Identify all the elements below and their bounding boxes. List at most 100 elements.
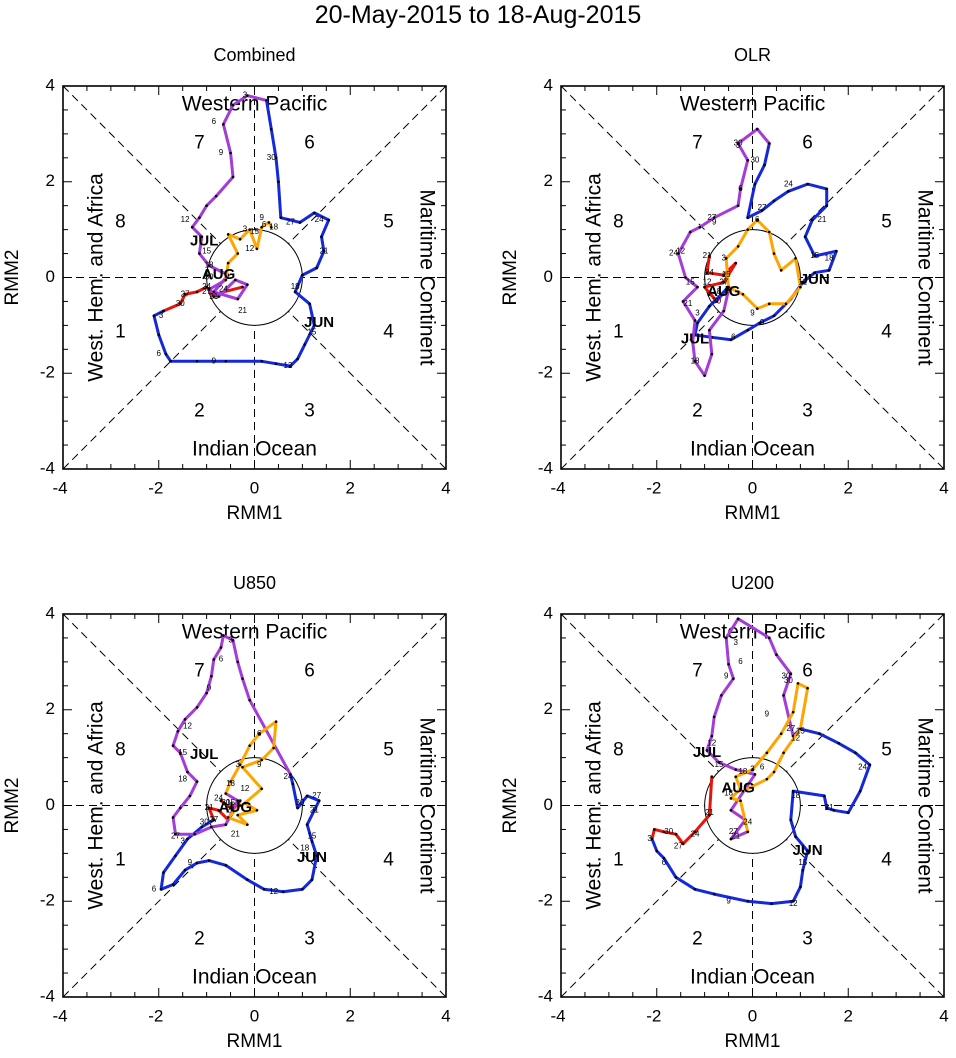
day-marker — [229, 151, 232, 155]
day-label: 27 — [786, 724, 795, 733]
day-marker — [825, 204, 829, 207]
phase-number: 5 — [383, 211, 394, 232]
day-label: 18 — [269, 222, 278, 231]
day-label: 18 — [724, 789, 733, 798]
day-marker — [772, 252, 776, 255]
day-marker — [224, 359, 228, 363]
day-marker — [722, 309, 726, 313]
day-label: 18 — [178, 774, 187, 783]
day-marker — [708, 254, 711, 258]
day-label: 30 — [712, 297, 721, 306]
day-marker — [705, 271, 709, 275]
day-marker — [708, 813, 711, 817]
day-label: 21 — [238, 306, 247, 315]
day-marker — [217, 295, 220, 298]
day-marker — [712, 216, 716, 219]
day-label: 21 — [231, 829, 240, 838]
day-label: 27 — [707, 213, 716, 222]
y-tick-label: 2 — [46, 699, 55, 718]
day-marker — [159, 887, 163, 891]
day-marker — [310, 840, 314, 843]
day-label: 30 — [205, 273, 214, 282]
day-label: 15 — [715, 760, 724, 769]
day-marker — [241, 285, 244, 289]
day-marker — [693, 359, 697, 363]
day-marker — [722, 280, 726, 284]
x-tick-label: 2 — [844, 1006, 853, 1025]
x-tick-label: 0 — [250, 1006, 259, 1025]
day-marker — [178, 302, 182, 306]
day-marker — [696, 321, 699, 325]
day-marker — [246, 823, 249, 826]
series-line-jul — [171, 634, 292, 836]
day-marker — [746, 328, 750, 332]
phase-number: 6 — [802, 132, 813, 153]
day-marker — [224, 792, 228, 795]
day-marker — [241, 765, 244, 769]
day-label: 24 — [705, 268, 714, 277]
day-marker — [729, 837, 733, 841]
day-marker — [736, 617, 740, 621]
day-label: 3 — [750, 765, 755, 774]
x-tick-label: -4 — [52, 478, 67, 497]
day-label: 12 — [183, 722, 192, 731]
day-marker — [198, 216, 201, 219]
x-tick-label: 4 — [441, 1006, 450, 1025]
day-marker — [274, 156, 278, 160]
day-marker — [212, 290, 216, 294]
y-tick-label: -4 — [40, 458, 55, 477]
day-marker — [727, 288, 730, 291]
day-marker — [231, 639, 235, 642]
day-label: 12 — [245, 244, 254, 253]
day-label: 15 — [202, 246, 211, 255]
day-marker — [296, 806, 299, 810]
day-label: 6 — [152, 884, 157, 893]
day-label: 3 — [722, 253, 727, 262]
day-marker — [779, 732, 783, 735]
day-marker — [246, 878, 249, 882]
day-marker — [734, 775, 738, 779]
day-label: 9 — [765, 710, 770, 719]
day-marker — [246, 94, 249, 97]
day-marker — [710, 734, 714, 738]
day-label: 15 — [722, 270, 731, 279]
region-label-left: West. Hem. and Africa — [85, 173, 108, 382]
day-marker — [269, 127, 273, 131]
panel-title: OLR — [734, 45, 771, 65]
day-marker — [832, 808, 836, 812]
day-label: 3 — [647, 834, 652, 843]
day-label: 24 — [691, 829, 700, 838]
day-marker — [320, 235, 323, 239]
y-tick-label: 4 — [544, 75, 553, 94]
day-marker — [811, 218, 814, 222]
day-marker — [236, 799, 240, 803]
day-marker — [681, 842, 685, 846]
day-marker — [269, 225, 273, 229]
day-label: 6 — [738, 184, 743, 193]
day-label: 15 — [226, 798, 235, 807]
day-marker — [207, 288, 211, 291]
day-marker — [210, 674, 213, 678]
day-marker — [281, 890, 285, 893]
day-marker — [313, 211, 316, 215]
day-marker — [779, 269, 783, 272]
day-marker — [164, 352, 168, 356]
phase-number: 4 — [881, 850, 892, 871]
region-label-bottom: Indian Ocean — [690, 966, 815, 989]
day-marker — [195, 359, 199, 363]
phase-number: 2 — [194, 929, 205, 950]
month-label: JUL — [190, 746, 218, 763]
day-label: 12 — [181, 215, 190, 224]
day-marker — [760, 209, 764, 212]
day-label: 18 — [738, 767, 747, 776]
day-marker — [662, 856, 666, 860]
phase-number: 7 — [194, 660, 205, 681]
day-marker — [676, 252, 680, 255]
day-marker — [717, 761, 721, 764]
day-marker — [767, 142, 771, 145]
day-marker — [693, 830, 697, 834]
day-marker — [729, 797, 733, 800]
day-marker — [274, 720, 278, 724]
x-axis-label: RMM1 — [725, 1031, 781, 1052]
day-marker — [767, 230, 771, 234]
